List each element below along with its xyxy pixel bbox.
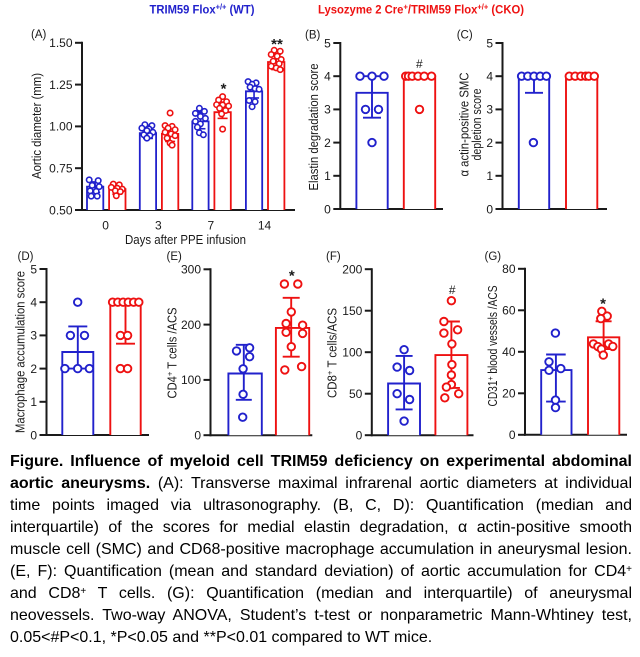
svg-text:1: 1	[324, 169, 331, 183]
svg-text:Lysozyme 2 Cre+/TRIM59 Flox+/+: Lysozyme 2 Cre+/TRIM59 Flox+/+ (CKO)	[318, 3, 524, 17]
svg-text:7: 7	[208, 219, 215, 233]
svg-text:Macrophage accumulation score: Macrophage accumulation score	[13, 271, 27, 433]
svg-text:*: *	[289, 267, 295, 284]
svg-text:Aortic diameter (mm): Aortic diameter (mm)	[30, 73, 44, 179]
svg-text:Days after PPE infusion: Days after PPE infusion	[125, 233, 246, 247]
svg-text:200: 200	[342, 263, 362, 277]
svg-text:40: 40	[502, 345, 516, 359]
svg-text:#: #	[449, 283, 456, 297]
svg-text:α actin-positive SMC: α actin-positive SMC	[457, 73, 471, 177]
svg-text:TRIM59 Flox+/+ (WT): TRIM59 Flox+/+ (WT)	[150, 3, 255, 17]
svg-text:1: 1	[486, 169, 493, 183]
svg-text:50: 50	[349, 387, 363, 401]
svg-text:CD4+ T cells /ACS: CD4+ T cells /ACS	[165, 308, 180, 399]
svg-text:200: 200	[181, 318, 201, 332]
svg-text:*: *	[600, 296, 606, 313]
svg-text:100: 100	[181, 373, 201, 387]
svg-text:1: 1	[30, 395, 37, 409]
svg-text:0: 0	[30, 428, 37, 442]
svg-text:1.25: 1.25	[49, 78, 73, 92]
svg-text:(D): (D)	[18, 251, 34, 263]
svg-text:20: 20	[502, 387, 516, 401]
svg-text:5: 5	[486, 36, 493, 50]
svg-text:(C): (C)	[457, 30, 473, 42]
svg-text:(E): (E)	[167, 251, 183, 263]
svg-text:60: 60	[502, 304, 516, 318]
svg-text:150: 150	[342, 304, 362, 318]
svg-text:2: 2	[324, 136, 331, 150]
svg-text:5: 5	[324, 36, 331, 50]
svg-text:3: 3	[324, 103, 331, 117]
svg-text:(F): (F)	[326, 251, 341, 263]
svg-text:**: **	[271, 36, 283, 53]
svg-text:0: 0	[486, 202, 493, 216]
svg-text:3: 3	[155, 219, 162, 233]
svg-text:300: 300	[181, 263, 201, 277]
svg-text:#: #	[416, 57, 423, 71]
svg-text:*: *	[221, 81, 227, 98]
svg-text:0: 0	[194, 429, 201, 443]
svg-text:14: 14	[258, 219, 272, 233]
svg-text:depletion score: depletion score	[470, 88, 484, 160]
svg-text:0: 0	[356, 429, 363, 443]
svg-text:4: 4	[324, 70, 331, 84]
svg-text:(B): (B)	[305, 30, 321, 42]
svg-text:CD8+ T cells/ACS: CD8+ T cells/ACS	[325, 308, 340, 398]
svg-text:(G): (G)	[485, 251, 502, 263]
svg-text:2: 2	[30, 362, 37, 376]
svg-text:3: 3	[30, 329, 37, 343]
svg-text:5: 5	[30, 262, 37, 276]
svg-text:0.75: 0.75	[49, 162, 73, 176]
svg-text:3: 3	[486, 103, 493, 117]
svg-text:0: 0	[509, 428, 516, 442]
svg-text:4: 4	[486, 70, 493, 84]
svg-text:Elastin degradation score: Elastin degradation score	[307, 63, 321, 190]
svg-text:CD31+ blood vessels /ACS: CD31+ blood vessels /ACS	[485, 286, 500, 407]
svg-text:0: 0	[324, 202, 331, 216]
svg-text:0: 0	[102, 219, 109, 233]
svg-text:2: 2	[486, 136, 493, 150]
svg-text:100: 100	[342, 346, 362, 360]
svg-text:(A): (A)	[31, 29, 47, 41]
svg-text:1.50: 1.50	[49, 36, 73, 50]
svg-text:0.50: 0.50	[49, 203, 73, 217]
svg-text:1.00: 1.00	[49, 120, 73, 134]
svg-text:80: 80	[502, 262, 516, 276]
svg-text:4: 4	[30, 296, 37, 310]
